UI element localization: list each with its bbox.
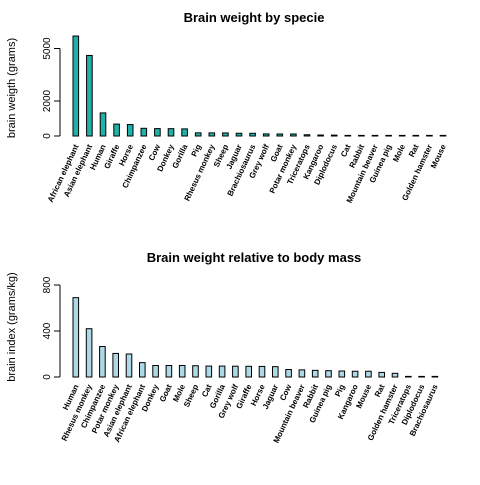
bar: [406, 376, 412, 377]
bar: [366, 371, 372, 377]
bar: [440, 135, 446, 136]
y-tick-label: 2000: [42, 89, 53, 112]
bar: [155, 129, 161, 136]
bar: [359, 135, 365, 136]
bar: [432, 376, 438, 377]
bar: [379, 372, 385, 377]
bar: [179, 366, 185, 378]
y-tick-label: 0: [42, 374, 53, 380]
bar: [399, 135, 405, 136]
panel-brain-index: Brain weight relative to body mass brain…: [6, 250, 440, 444]
bar: [126, 354, 132, 377]
category-label: Pig: [190, 143, 203, 158]
bar: [263, 134, 269, 136]
bar: [86, 329, 92, 377]
bar: [141, 128, 147, 136]
bar: [182, 129, 188, 136]
bar: [73, 298, 79, 377]
bar: [140, 363, 146, 377]
bar: [73, 36, 79, 136]
chart-title: Brain weight relative to body mass: [147, 250, 362, 265]
bar: [166, 366, 172, 378]
bar: [206, 366, 212, 377]
y-tick-label: 400: [42, 322, 53, 339]
bar: [352, 371, 358, 377]
y-axis: 0 2000 5000: [42, 37, 60, 139]
category-label: Pig: [333, 383, 346, 398]
bar: [326, 371, 332, 377]
bar: [277, 134, 283, 136]
panel-brain-weight: Brain weight by specie brain weigth (gra…: [6, 10, 448, 204]
bar: [223, 133, 229, 136]
y-axis-label: brain weigth (grams): [6, 38, 18, 138]
bar: [100, 347, 106, 377]
category-label: Cat: [339, 143, 353, 159]
y-axis-label: brain index (grams/kg): [6, 272, 18, 381]
bar: [113, 353, 119, 377]
bar: [304, 135, 310, 136]
bar: [318, 135, 324, 136]
bar: [236, 133, 242, 136]
bar: [291, 134, 297, 136]
bar: [193, 366, 199, 377]
bar: [233, 366, 239, 377]
y-axis: 0 400 800: [42, 276, 60, 380]
bars: [73, 36, 446, 136]
y-tick-label: 5000: [42, 37, 53, 60]
bar: [339, 371, 345, 377]
bar: [195, 133, 201, 136]
bar: [168, 129, 174, 136]
bar: [259, 366, 265, 377]
category-label: Rat: [407, 143, 421, 159]
bars: [73, 298, 438, 377]
bar: [419, 376, 425, 377]
bar: [286, 370, 292, 377]
bar: [392, 373, 398, 377]
bar: [114, 124, 120, 136]
bar: [427, 135, 433, 136]
bar: [386, 135, 392, 136]
bar: [345, 135, 351, 136]
bar: [100, 113, 106, 136]
bar: [372, 135, 378, 136]
bar: [209, 133, 215, 136]
bar: [312, 370, 318, 377]
category-label: Mole: [391, 143, 407, 164]
bar: [413, 135, 419, 136]
y-tick-label: 0: [42, 133, 53, 139]
bar: [87, 55, 93, 136]
bar: [219, 366, 225, 377]
bar: [299, 370, 305, 377]
bar: [331, 135, 337, 136]
bar: [127, 125, 133, 136]
bar: [273, 367, 279, 377]
bar: [153, 366, 159, 378]
bar: [250, 133, 256, 136]
bar: [246, 366, 252, 377]
chart-title: Brain weight by specie: [184, 10, 325, 25]
y-tick-label: 800: [42, 276, 53, 293]
